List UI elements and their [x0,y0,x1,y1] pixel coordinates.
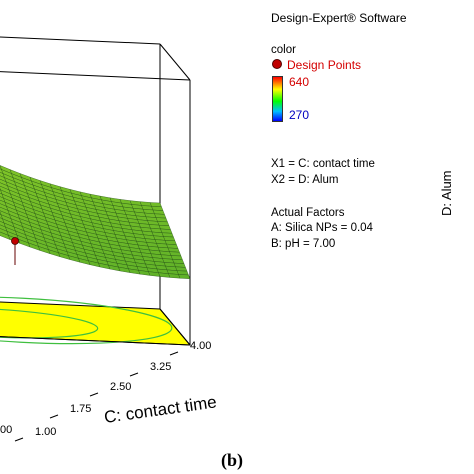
x2-definition: X2 = D: Alum [271,174,339,186]
plot-box-front-edges [0,308,191,346]
software-title: Design-Expert® Software [271,11,407,25]
x-axis-ticks: 1.00 1.75 2.50 3.25 4.00 00 [0,340,211,442]
x-tick-label-partial: 00 [0,424,12,436]
x1-definition: X1 = C: contact time [271,158,375,170]
box-edge-right-bottom [159,308,191,346]
surface-cell [168,273,181,279]
panel-label: (b) [221,450,243,470]
actual-factors-header: Actual Factors [271,207,345,219]
contour-line [0,296,173,345]
x-tick-label: 4.00 [190,340,211,352]
actual-factor-b: B: pH = 7.00 [271,238,336,250]
design-points [11,237,19,265]
x-tick-mark [169,351,179,356]
box-edge-back-top [0,36,161,45]
response-surface [0,165,191,279]
design-points-label: Design Points [287,58,362,72]
y-axis-label: D: Alum [439,170,454,216]
color-scale-min: 270 [289,108,310,122]
actual-factor-a: A: Silica NPs = 0.04 [271,222,373,234]
x-tick-mark [129,372,139,377]
design-point-icon [272,59,282,69]
surface-cell [178,274,191,279]
x-tick-mark [14,437,24,442]
color-legend-header: color [271,44,296,56]
x-tick-label: 1.00 [35,426,56,438]
design-point [11,237,19,245]
color-scale-bar [272,76,283,122]
contour-line [0,307,99,339]
x-tick-label: 3.25 [150,361,171,373]
design-points-legend: Design Points [272,58,361,72]
x-tick-mark [49,414,59,419]
x-tick-mark [89,392,99,397]
x-tick-label: 1.75 [70,403,91,415]
box-edge-right-top [159,43,191,81]
x-tick-label: 2.50 [110,381,131,393]
color-scale-max: 640 [289,75,310,89]
box-edge-front-top [0,71,191,81]
x-axis-label: C: contact time [103,392,218,427]
box-edge-front-bottom [0,336,191,346]
